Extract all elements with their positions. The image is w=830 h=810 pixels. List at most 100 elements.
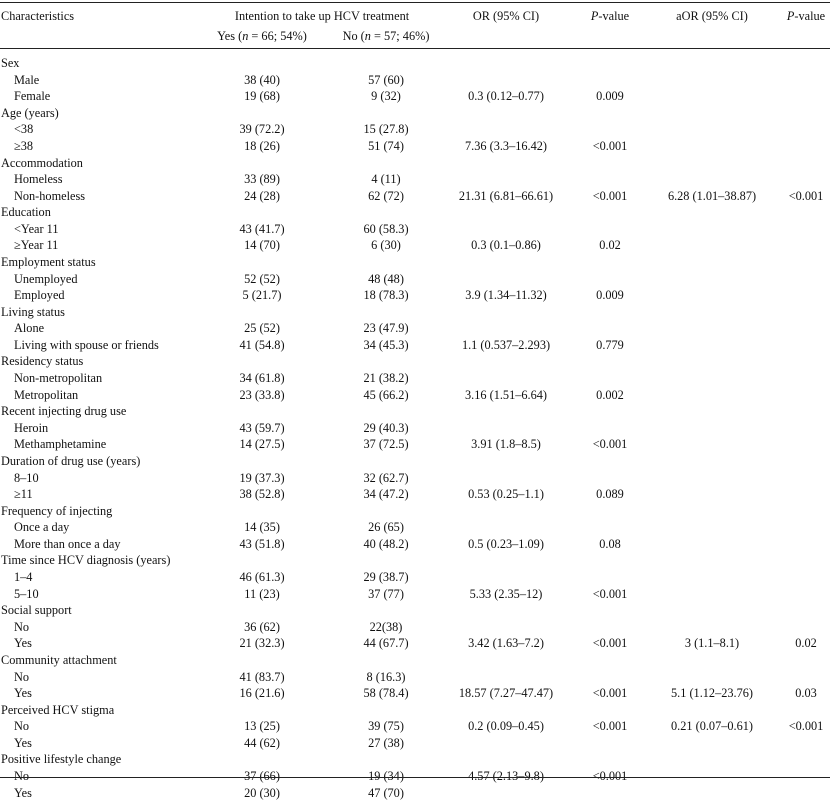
p-value-cell: <0.001 (592, 686, 628, 700)
yes-cell: 14 (27.5) (239, 437, 285, 452)
table-row: Metropolitan 23 (33.8) 45 (66.2) 3.16 (1.51… (0, 387, 830, 404)
row-label: Non-homeless (14, 188, 86, 203)
yes-cell: 16 (21.6) (239, 686, 285, 700)
table-row: No 41 (83.7) 8 (16.3) (0, 669, 830, 686)
no-cell: 34 (45.3) (363, 337, 409, 352)
table-row: No 37 (66) 19 (34) 4.57 (2.13–9.8) <0.001 (0, 768, 830, 785)
row-label: No (14, 719, 30, 734)
or-cell: 0.3 (0.1–0.86) (471, 238, 541, 253)
table-row: Employed 5 (21.7) 18 (78.3) 3.9 (1.34–11.32… (0, 287, 830, 304)
group-header-row: Positive lifestyle change (0, 751, 830, 768)
no-cell: 19 (34) (368, 768, 404, 783)
group-header-row: Age (years) (0, 105, 830, 122)
yes-cell: 21 (32.3) (239, 636, 285, 651)
yes-cell: 25 (52) (244, 321, 280, 336)
p-value-cell: <0.001 (592, 636, 628, 651)
no-cell: 27 (38) (368, 735, 404, 750)
no-cell: 58 (78.4) (363, 686, 409, 700)
row-label: Methamphetamine (14, 437, 107, 452)
group-header-row: Residency status (0, 353, 830, 370)
or-cell: 3.9 (1.34–11.32) (465, 288, 547, 303)
table-row: Methamphetamine 14 (27.5) 37 (72.5) 3.91 (1… (0, 436, 830, 453)
table-row: Alone 25 (52) 23 (47.9) (0, 320, 830, 337)
aor-cell: 6.28 (1.01–38.87) (667, 188, 757, 203)
yes-cell: 38 (40) (244, 72, 280, 87)
table-row: Living with spouse or friends 41 (54.8) 34… (0, 337, 830, 354)
table-row: Yes 21 (32.3) 44 (67.7) 3.42 (1.63–7.2) <0.0… (0, 635, 830, 652)
group-header-row: Social support (0, 602, 830, 619)
or-cell: 21.31 (6.81–66.61) (458, 188, 554, 203)
table-row: More than once a day 43 (51.8) 40 (48.2) 0.… (0, 536, 830, 553)
table-row: Yes 44 (62) 27 (38) (0, 735, 830, 752)
yes-cell: 44 (62) (244, 735, 280, 750)
yes-cell: 5 (21.7) (242, 288, 282, 303)
yes-cell: 43 (51.8) (239, 536, 285, 551)
header-intention: Intention to take up HCV treatment (234, 9, 410, 23)
table-row: <Year 11 43 (41.7) 60 (58.3) (0, 221, 830, 238)
yes-cell: 14 (35) (244, 520, 280, 535)
no-cell: 4 (11) (371, 172, 401, 187)
aor-cell: 0.21 (0.07–0.61) (671, 719, 753, 734)
row-label: ≥Year 11 (14, 238, 59, 253)
group-label: Education (1, 205, 51, 220)
group-label: Recent injecting drug use (1, 404, 127, 419)
group-header-row: Sex (0, 55, 830, 72)
p-value-cell: 0.02 (599, 238, 621, 253)
top-rule (0, 2, 830, 3)
no-cell: 29 (40.3) (363, 420, 409, 435)
yes-cell: 52 (52) (244, 271, 280, 286)
group-label: Sex (1, 56, 20, 70)
row-label: 1–4 (14, 570, 33, 584)
table-row: ≥11 38 (52.8) 34 (47.2) 0.53 (0.25–1.1) 0.08… (0, 486, 830, 503)
yes-cell: 34 (61.8) (239, 371, 285, 385)
adjusted-p-value-cell: <0.001 (788, 719, 824, 734)
or-cell: 0.3 (0.12–0.77) (468, 89, 544, 104)
no-cell: 6 (30) (371, 238, 401, 253)
row-label: Yes (14, 785, 32, 800)
group-header-row: Recent injecting drug use (0, 403, 830, 420)
adjusted-p-value-cell: <0.001 (788, 188, 824, 203)
no-cell: 23 (47.9) (363, 321, 409, 336)
table-row: <38 39 (72.2) 15 (27.8) (0, 121, 830, 138)
yes-cell: 19 (37.3) (239, 470, 285, 485)
group-label: Duration of drug use (years) (1, 453, 141, 468)
row-label: No (14, 619, 30, 634)
or-cell: 0.53 (0.25–1.1) (468, 487, 544, 502)
header-rule (0, 48, 830, 49)
group-label: Frequency of injecting (1, 503, 113, 518)
row-label: Yes (14, 636, 32, 651)
or-cell: 7.36 (3.3–16.42) (465, 138, 547, 153)
yes-cell: 13 (25) (244, 719, 280, 734)
row-label: 8–10 (14, 470, 39, 485)
no-cell: 21 (38.2) (363, 371, 409, 385)
yes-cell: 37 (66) (244, 768, 280, 783)
p-value-cell: 0.009 (596, 288, 624, 303)
yes-cell: 24 (28) (244, 188, 280, 203)
no-cell: 45 (66.2) (363, 387, 409, 402)
header-yes: Yes (n = 66; 54%) (217, 29, 307, 43)
yes-cell: 43 (59.7) (239, 420, 285, 435)
header-adjusted-p-value: P-value (786, 9, 826, 23)
row-label: No (14, 768, 30, 783)
row-label: ≥38 (14, 138, 34, 153)
no-cell: 37 (72.5) (363, 437, 409, 452)
header-row-1: Characteristics Intention to take up HCV… (0, 8, 830, 25)
row-label: Alone (14, 321, 45, 336)
table-row: Unemployed 52 (52) 48 (48) (0, 271, 830, 288)
p-value-cell: 0.002 (596, 387, 624, 402)
group-header-row: Frequency of injecting (0, 503, 830, 520)
row-label: <38 (14, 122, 34, 137)
row-label: Heroin (14, 420, 49, 435)
no-cell: 34 (47.2) (363, 487, 409, 502)
row-label: <Year 11 (14, 221, 59, 236)
no-cell: 22(38) (369, 619, 403, 634)
adjusted-p-value-cell: 0.02 (795, 636, 817, 651)
group-label: Employment status (1, 255, 96, 269)
row-label: Metropolitan (14, 387, 79, 402)
no-cell: 40 (48.2) (363, 536, 409, 551)
no-cell: 32 (62.7) (363, 470, 409, 485)
or-cell: 5.33 (2.35–12) (469, 586, 543, 601)
header-characteristics: Characteristics (1, 9, 75, 23)
group-header-row: Duration of drug use (years) (0, 453, 830, 470)
